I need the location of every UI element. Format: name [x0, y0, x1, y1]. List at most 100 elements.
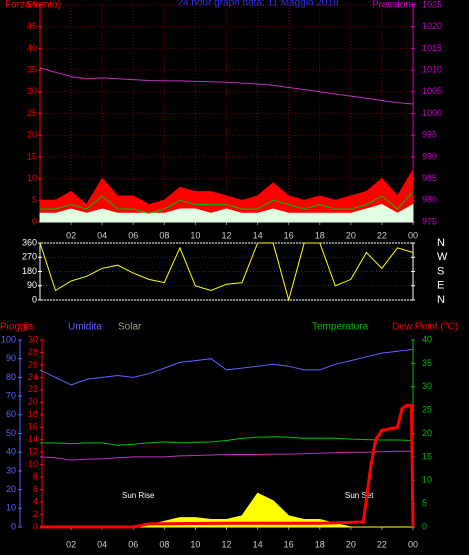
- line: [39, 450, 413, 461]
- y3-tick-label: 30: [28, 334, 38, 344]
- x-tick-label: 16: [284, 539, 294, 549]
- y-tick-label: 15: [27, 151, 37, 161]
- series-header: Dew Point (°C): [392, 322, 458, 333]
- y2-tick-label: 15: [422, 451, 432, 461]
- y2-tick-label: 1000: [422, 108, 442, 118]
- y3-tick-label: 8: [33, 472, 38, 482]
- line: [40, 436, 414, 446]
- x-tick-label: 00: [408, 539, 418, 549]
- y-tick-label: 60: [6, 409, 16, 419]
- x-tick-label: 20: [346, 539, 356, 549]
- y2-tick-label: 975: [422, 216, 437, 226]
- y2-tick-label: 20: [422, 428, 432, 438]
- y2-tick-label: 35: [422, 358, 432, 368]
- y-tick-label: 20: [27, 130, 37, 140]
- y2-tick-label: 30: [422, 381, 432, 391]
- x-tick-label: 20: [346, 230, 356, 240]
- y2-tick-label: 985: [422, 173, 437, 183]
- y-tick-label: 360: [22, 237, 37, 247]
- y2-tick-label: 1005: [422, 86, 442, 96]
- area: [39, 203, 414, 223]
- x-tick-label: 12: [221, 230, 231, 240]
- series-header: Pioggia: [0, 322, 34, 333]
- x-tick-label: 02: [66, 539, 76, 549]
- y3-tick-label: 18: [28, 409, 38, 419]
- line: [39, 348, 414, 386]
- y3-tick-label: 4: [33, 496, 38, 506]
- y3-tick-label: 2: [33, 509, 38, 519]
- y2-tick-label: 10: [422, 475, 432, 485]
- y-tick-label: 10: [6, 503, 16, 513]
- y-tick-label: 40: [6, 447, 16, 457]
- annotation: Sun Rise: [122, 491, 155, 500]
- x-tick-label: 04: [97, 539, 107, 549]
- x-tick-label: 22: [377, 230, 387, 240]
- y-tick-label: 100: [1, 334, 16, 344]
- y-tick-label: 30: [6, 465, 16, 475]
- y-tick-label: 0: [11, 521, 16, 531]
- x-tick-label: 10: [190, 539, 200, 549]
- y2-tick-label: 5: [422, 498, 427, 508]
- x-tick-label: 10: [190, 230, 200, 240]
- y3-tick-label: 16: [28, 422, 38, 432]
- y2-tick-label: 1015: [422, 43, 442, 53]
- y-tick-label: 40: [27, 43, 37, 53]
- y2-tick-label: 1010: [422, 64, 442, 74]
- x-tick-label: 18: [315, 230, 325, 240]
- x-tick-label: 04: [97, 230, 107, 240]
- y3-tick-label: 24: [28, 372, 38, 382]
- y-tick-label: 5: [32, 195, 37, 205]
- y-tick-label: 50: [27, 0, 37, 9]
- y-tick-label: 270: [22, 252, 37, 262]
- y-tick-label: 180: [22, 266, 37, 276]
- y-tick-label: 90: [6, 353, 16, 363]
- series-header: Temperatura: [312, 322, 369, 333]
- series-header: Solar: [118, 322, 142, 333]
- y3-tick-label: 22: [28, 384, 38, 394]
- x-tick-label: 16: [284, 230, 294, 240]
- x-tick-label: 14: [253, 539, 263, 549]
- line: [39, 242, 414, 302]
- y-tick-label: 35: [27, 64, 37, 74]
- x-tick-label: 00: [408, 230, 418, 240]
- y2-tick-label: 1020: [422, 21, 442, 31]
- y2-tick-label: 40: [422, 334, 432, 344]
- y2-tick-label: N: [437, 294, 445, 306]
- y3-tick-label: 14: [28, 434, 38, 444]
- y-tick-label: 20: [6, 484, 16, 494]
- y2-tick-label: W: [437, 251, 448, 263]
- y3-tick-label: 6: [33, 484, 38, 494]
- y-tick-label: 0: [32, 216, 37, 226]
- y2-tick-label: 995: [422, 130, 437, 140]
- y2-tick-label: 980: [422, 195, 437, 205]
- x-tick-label: 22: [377, 539, 387, 549]
- y2-tick-label: 0: [422, 521, 427, 531]
- x-tick-label: 12: [221, 539, 231, 549]
- line: [39, 67, 414, 105]
- y3-tick-label: 0: [33, 521, 38, 531]
- x-tick-label: 06: [128, 230, 138, 240]
- y2-tick-label: 1025: [422, 0, 442, 9]
- x-tick-label: 06: [128, 539, 138, 549]
- x-tick-label: 08: [159, 230, 169, 240]
- y3-tick-label: 10: [28, 459, 38, 469]
- y2-tick-label: 990: [422, 151, 437, 161]
- y-tick-label: 25: [27, 108, 37, 118]
- y-tick-label: 45: [27, 21, 37, 31]
- y-tick-label: 90: [27, 280, 37, 290]
- y-tick-label: 30: [27, 86, 37, 96]
- x-tick-label: 14: [253, 230, 263, 240]
- y2-tick-label: 25: [422, 405, 432, 415]
- y-tick-label: 0: [32, 294, 37, 304]
- y-axis-label: Forza vento): [5, 0, 61, 11]
- series-header: Umidita: [68, 322, 102, 333]
- chart-title: 24 hour graph data: 11 Maggio 2018: [177, 0, 338, 9]
- x-tick-label: 18: [315, 539, 325, 549]
- y-tick-label: 80: [6, 372, 16, 382]
- y3-tick-label: 28: [28, 347, 38, 357]
- x-tick-label: 08: [159, 539, 169, 549]
- y3-tick-label: 12: [28, 447, 38, 457]
- line: [40, 403, 415, 529]
- line: [40, 191, 414, 214]
